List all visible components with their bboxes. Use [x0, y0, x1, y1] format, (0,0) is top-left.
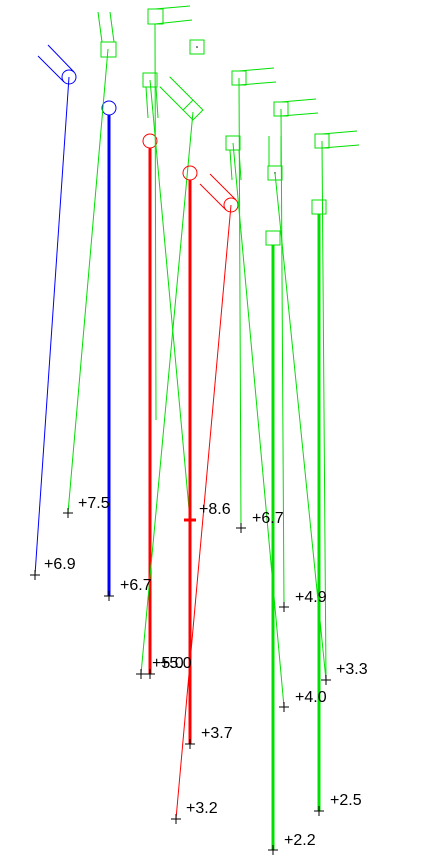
label: +7.5: [78, 495, 110, 512]
strokes: [30, 5, 360, 855]
label: +5.0: [152, 655, 184, 672]
label: +6.7: [120, 577, 152, 594]
label: +3.2: [186, 800, 218, 817]
label: +2.5: [330, 792, 362, 809]
label: +5.0: [160, 655, 192, 672]
label: +6.7: [252, 510, 284, 527]
label: +3.3: [336, 661, 368, 678]
label: +4.9: [295, 589, 327, 606]
label: +4.0: [295, 689, 327, 706]
label: +8.6: [199, 501, 231, 518]
label: +3.7: [201, 725, 233, 742]
label: +6.9: [44, 556, 76, 573]
label: +2.2: [284, 832, 316, 849]
labels: +7.5 +6.9 +6.7 +5.0 +5.0 +8.6 +6.7 +4.9 …: [44, 495, 368, 849]
